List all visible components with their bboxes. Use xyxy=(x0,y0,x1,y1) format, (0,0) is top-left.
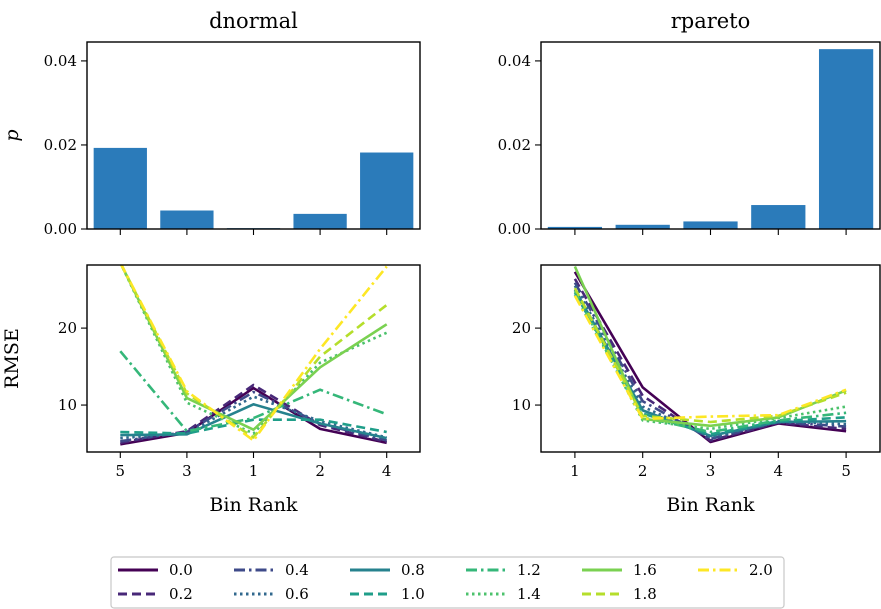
series-line-0-8 xyxy=(120,402,387,440)
panel-rpareto-rmse: 1 2 3 4 5 10 20 Bin Rank xyxy=(512,264,881,516)
x-tick-label: 1 xyxy=(249,462,259,480)
axes-frame xyxy=(540,264,881,453)
bar-4 xyxy=(751,205,806,229)
legend-box xyxy=(110,556,785,609)
legend-label: 1.2 xyxy=(517,561,541,579)
legend-label: 1.8 xyxy=(633,585,657,603)
x-tick-label: 4 xyxy=(382,462,392,480)
plot-area xyxy=(93,147,414,229)
series-line-1-8 xyxy=(120,265,388,439)
x-tick-label: 2 xyxy=(315,462,325,480)
y-tick-label: 10 xyxy=(512,396,531,414)
y-axis-label: RMSE xyxy=(1,328,23,389)
x-tick-label: 3 xyxy=(706,462,716,480)
x-axis-label: Bin Rank xyxy=(666,494,755,516)
bar-3 xyxy=(683,221,738,229)
legend-label: 0.0 xyxy=(169,561,193,579)
y-tick-label: 10 xyxy=(58,396,77,414)
chart-title: rpareto xyxy=(671,9,751,33)
bar-2 xyxy=(293,213,347,229)
bar-5 xyxy=(818,49,874,229)
series-line-2-0 xyxy=(573,295,847,421)
plot-area xyxy=(573,265,847,444)
chart-title: dnormal xyxy=(209,9,298,33)
panel-rpareto-bar: 0.00 0.02 0.04 rpareto xyxy=(498,9,881,238)
y-tick-label: 0.04 xyxy=(498,52,531,70)
legend: 0.0 0.2 0.4 0.6 0.8 1.0 1.2 1.4 1.6 1.8 2.0 xyxy=(110,556,785,609)
series-line-1-4 xyxy=(119,265,388,435)
series-line-1-8 xyxy=(573,287,847,424)
y-tick-label: 0.02 xyxy=(44,136,77,154)
series-line-0-4 xyxy=(573,282,847,441)
y-tick-label: 0.00 xyxy=(44,220,77,238)
y-tick-label: 0.02 xyxy=(498,136,531,154)
plot-area xyxy=(547,49,874,229)
legend-label: 1.4 xyxy=(517,585,541,603)
bar-2 xyxy=(615,224,670,229)
legend-label: 0.6 xyxy=(285,585,309,603)
series-line-1-6 xyxy=(573,265,847,428)
legend-label: 2.0 xyxy=(749,561,773,579)
legend-label: 0.4 xyxy=(285,561,309,579)
y-tick-label: 20 xyxy=(512,319,531,337)
x-tick-label: 5 xyxy=(116,462,126,480)
series-line-1-2 xyxy=(119,350,388,433)
bar-1 xyxy=(547,226,603,229)
x-axis-label: Bin Rank xyxy=(209,494,298,516)
x-tick-label: 5 xyxy=(841,462,851,480)
legend-label: 1.0 xyxy=(401,585,425,603)
panel-dnormal-bar: 0.00 0.02 0.04 dnormal p xyxy=(1,9,421,238)
bar-5 xyxy=(93,147,147,229)
x-tick-label: 4 xyxy=(774,462,784,480)
panel-dnormal-rmse: 5 3 1 2 4 10 20 Bin Rank RMSE xyxy=(1,264,421,516)
series-line-2-0 xyxy=(120,265,388,442)
series-line-0-0 xyxy=(120,386,387,446)
x-tick-label: 2 xyxy=(638,462,648,480)
series-line-1-0 xyxy=(573,292,847,436)
series-line-1-6 xyxy=(119,265,388,432)
series-line-1-0 xyxy=(120,418,387,435)
legend-label: 0.2 xyxy=(169,585,193,603)
y-tick-label: 20 xyxy=(58,319,77,337)
y-tick-label: 0.00 xyxy=(498,220,531,238)
x-tick-label: 3 xyxy=(182,462,192,480)
legend-label: 0.8 xyxy=(401,561,425,579)
y-axis-label: p xyxy=(1,129,23,141)
plot-area xyxy=(119,265,388,446)
x-tick-label: 1 xyxy=(570,462,580,480)
bar-3 xyxy=(160,210,214,229)
y-tick-label: 0.04 xyxy=(44,52,77,70)
legend-label: 1.6 xyxy=(633,561,657,579)
bar-4 xyxy=(360,152,414,229)
